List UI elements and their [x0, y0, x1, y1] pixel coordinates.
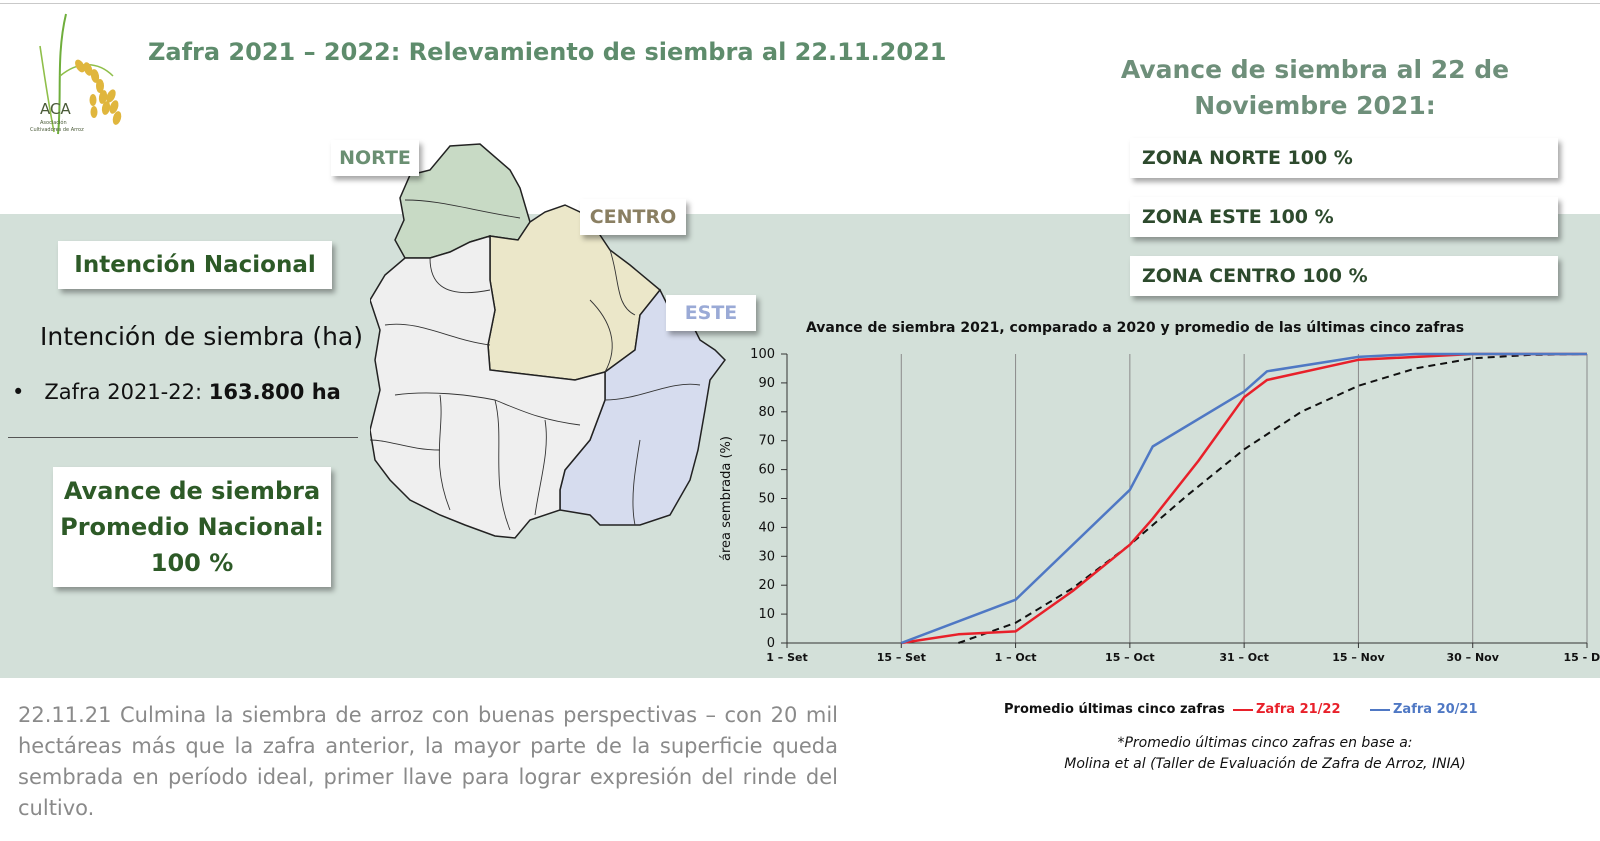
y-tick-label: 100 — [750, 347, 775, 362]
y-tick-label: 10 — [758, 607, 775, 622]
aca-logo: ACA Asociación Cultivadores de Arroz — [30, 13, 122, 135]
note-line2: Molina et al (Taller de Evaluación de Za… — [1064, 756, 1466, 772]
top-rule — [0, 3, 1600, 4]
progress-heading: Avance de siembra al 22 de Noviembre 202… — [1105, 52, 1525, 124]
avance-line3: 100 % — [150, 549, 234, 577]
intencion-nacional-box: Intención Nacional — [58, 241, 332, 289]
x-tick-label: 15 - Dic — [1564, 651, 1600, 664]
y-axis-label: área sembrada (%) — [719, 436, 734, 561]
y-tick-label: 50 — [758, 492, 775, 507]
progress-heading-line1: Avance de siembra al 22 de — [1120, 55, 1510, 84]
map-label-este: ESTE — [666, 295, 756, 331]
y-tick-label: 20 — [758, 578, 775, 593]
x-tick-label: 15 – Oct — [1105, 651, 1155, 664]
series-line-2 — [900, 352, 1587, 645]
zone-centro-box: ZONA CENTRO 100 % — [1130, 256, 1558, 296]
series-line-0 — [958, 353, 1588, 644]
y-tick-label: 60 — [758, 463, 775, 478]
summary-text: 22.11.21 Culmina la siembra de arroz con… — [18, 703, 838, 820]
legend-zafra-2021: Zafra 20/21 — [1370, 702, 1478, 717]
y-tick-label: 90 — [758, 376, 775, 391]
x-tick-label: 1 – Set — [766, 651, 807, 664]
legend-swatch-2122 — [1233, 708, 1253, 711]
source-note: *Promedio últimas cinco zafras en base a… — [1040, 733, 1490, 775]
zone-este-box: ZONA ESTE 100 % — [1130, 197, 1558, 237]
uruguay-map — [370, 143, 726, 539]
line-chart: 0 10 20 30 40 50 60 70 80 90 100 1 – Set 15 – Set 1 –… — [719, 347, 1600, 664]
legend-avg: Promedio últimas cinco zafras — [1004, 702, 1225, 717]
intencion-subtitle: Intención de siembra (ha) — [40, 322, 364, 351]
svg-text:Cultivadores de Arroz: Cultivadores de Arroz — [30, 127, 84, 133]
x-tick-label: 15 – Set — [877, 651, 926, 664]
legend-zafra-2122: Zafra 21/22 — [1233, 702, 1341, 717]
bullet-season: 2021-22: — [107, 380, 203, 404]
legend-swatch-2021 — [1370, 708, 1390, 711]
slide-title: Zafra 2021 – 2022: Relevamiento de siemb… — [148, 38, 947, 66]
avance-line1: Avance de siembra — [63, 477, 321, 505]
x-tick-label: 15 – Nov — [1332, 651, 1385, 664]
y-tick-label: 40 — [758, 520, 775, 535]
note-line1: *Promedio últimas cinco zafras en base a… — [1117, 735, 1413, 751]
y-tick-label: 70 — [758, 434, 775, 449]
intencion-bullet: • Zafra 2021-22: 163.800 ha — [12, 380, 341, 404]
legend-2122-label: Zafra 21/22 — [1256, 702, 1341, 717]
separator-line — [8, 437, 358, 438]
y-tick-label: 80 — [758, 405, 775, 420]
legend-avg-label: Promedio últimas cinco zafras — [1004, 702, 1225, 717]
progress-heading-line2: Noviembre 2021: — [1194, 91, 1436, 120]
bullet-value: 163.800 ha — [208, 380, 341, 404]
x-tick-label: 31 – Oct — [1219, 651, 1269, 664]
map-label-centro: CENTRO — [580, 199, 686, 235]
avance-line2: Promedio Nacional: — [60, 513, 324, 541]
zone-norte-box: ZONA NORTE 100 % — [1130, 138, 1558, 178]
series-line-1 — [901, 352, 1587, 645]
svg-text:ACA: ACA — [40, 100, 71, 118]
bullet-dot: • — [12, 380, 25, 404]
y-tick-label: 0 — [767, 636, 775, 651]
x-tick-label: 1 – Oct — [995, 651, 1037, 664]
region-sur-oeste — [370, 234, 606, 539]
y-tick-label: 30 — [758, 549, 775, 564]
chart-title: Avance de siembra 2021, comparado a 2020… — [805, 320, 1465, 336]
bullet-label: Zafra — [44, 380, 101, 404]
avance-promedio-box: Avance de siembra Promedio Nacional: 100… — [53, 467, 331, 587]
legend-2021-label: Zafra 20/21 — [1393, 702, 1478, 717]
svg-text:Asociación: Asociación — [40, 119, 67, 126]
x-tick-label: 30 – Nov — [1447, 651, 1500, 664]
map-label-norte: NORTE — [331, 140, 419, 176]
